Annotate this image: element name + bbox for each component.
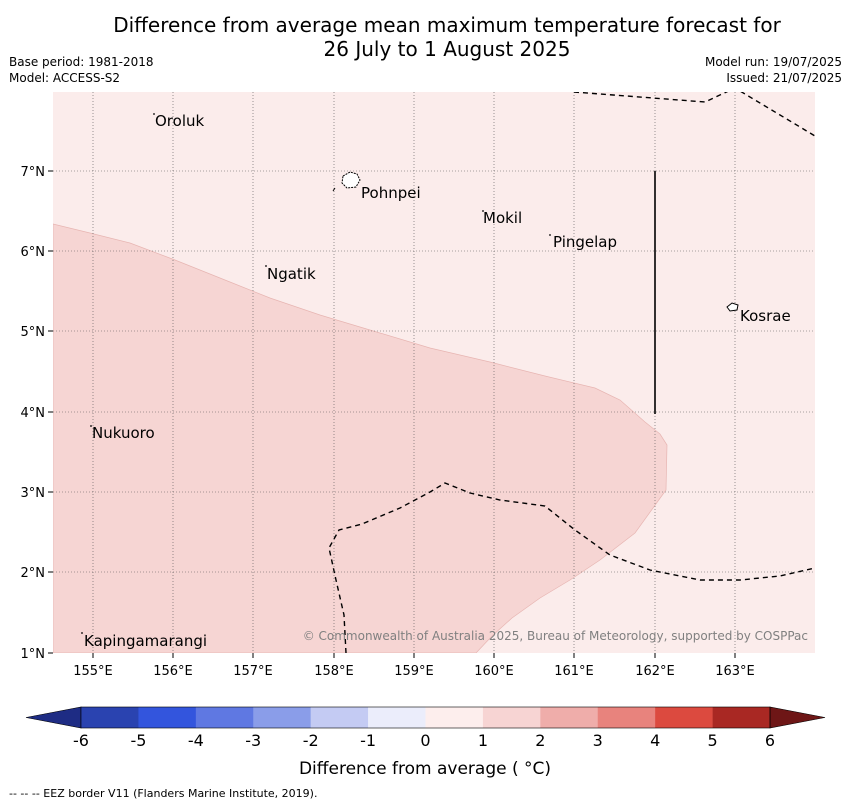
colorbar-segment [310, 707, 369, 728]
nukuoro-marker [90, 425, 92, 427]
colorbar-segment [655, 707, 713, 728]
x-tick-160: 160°E [474, 664, 514, 679]
colorbar-segment [712, 707, 771, 728]
colorbar-tick: -2 [303, 731, 319, 750]
model-run: Model run: 19/07/2025 [704, 55, 842, 69]
place-label-kosrae: Kosrae [740, 307, 791, 325]
place-label-kapingamarangi: Kapingamarangi [84, 632, 207, 650]
kapingamarangi-marker [81, 632, 83, 634]
y-tick-5n: 5°N [21, 325, 46, 340]
colorbar-tick-labels: -6 -5 -4 -3 -2 -1 0 1 2 3 4 5 6 [73, 731, 775, 750]
colorbar-tick: -5 [130, 731, 146, 750]
x-tick-161: 161°E [554, 664, 594, 679]
atoll-markers [81, 113, 551, 634]
pohnpei-island [341, 171, 361, 189]
colorbar [25, 706, 826, 729]
colorbar-tick: 5 [707, 731, 717, 750]
meta-left: Base period: 1981-2018 Model: ACCESS-S2 [9, 54, 154, 86]
colorbar-tick: -1 [360, 731, 376, 750]
place-label-pingelap: Pingelap [553, 233, 617, 251]
colorbar-tick: 1 [478, 731, 488, 750]
map-title: Difference from average mean maximum tem… [0, 13, 850, 61]
eez-border-south [328, 482, 815, 653]
copyright-text: © Commonwealth of Australia 2025, Bureau… [303, 629, 808, 643]
ant-atoll [332, 187, 336, 192]
y-tick-6n: 6°N [21, 245, 46, 260]
colorbar-segment [540, 707, 599, 728]
footnote: -- -- -- EEZ border V11 (Flanders Marine… [9, 787, 317, 800]
colorbar-segment [195, 707, 254, 728]
y-tick-4n: 4°N [21, 406, 46, 421]
colorbar-segment [81, 707, 139, 728]
mokil-marker [482, 210, 484, 212]
colorbar-segment [368, 707, 426, 728]
title-line-1: Difference from average mean maximum tem… [113, 13, 781, 37]
colorbar-tick: 3 [593, 731, 603, 750]
place-label-pohnpei: Pohnpei [361, 184, 421, 202]
colorbar-extend-low [25, 706, 82, 729]
x-tick-163: 163°E [715, 664, 755, 679]
place-label-oroluk: Oroluk [155, 112, 204, 130]
model-name: Model: ACCESS-S2 [9, 71, 121, 85]
x-axis-labels: 155°E 156°E 157°E 158°E 159°E 160°E 161°… [73, 664, 755, 679]
x-tick-157: 157°E [233, 664, 273, 679]
y-tick-2n: 2°N [21, 566, 46, 581]
colorbar-tick: 2 [535, 731, 545, 750]
title-line-2: 26 July to 1 August 2025 [323, 37, 571, 61]
y-tick-1n: 1°N [21, 647, 46, 662]
y-axis-labels: 7°N 6°N 5°N 4°N 3°N 2°N 1°N [21, 165, 46, 662]
x-tick-156: 156°E [153, 664, 193, 679]
x-tick-162: 162°E [635, 664, 675, 679]
axis-ticks [48, 170, 736, 658]
colorbar-label: Difference from average ( °C) [299, 759, 551, 779]
colorbar-border [80, 706, 771, 729]
colorbar-tick: 6 [765, 731, 775, 750]
colorbar-segment [138, 707, 197, 728]
colorbar-tick: -6 [73, 731, 89, 750]
x-tick-155: 155°E [73, 664, 113, 679]
place-label-mokil: Mokil [483, 209, 522, 227]
pingelap-marker [549, 234, 551, 236]
colorbar-extend-high [769, 706, 826, 729]
colorbar-segment [597, 707, 656, 728]
issued-date: Issued: 21/07/2025 [726, 71, 842, 85]
colorbar-segment [253, 707, 311, 728]
eez-borders [328, 92, 815, 653]
oroluk-marker [153, 113, 155, 115]
map-area: Oroluk Pohnpei Mokil Pingelap Ngatik Kos… [53, 92, 815, 653]
colorbar-tick: -4 [188, 731, 204, 750]
gridlines [53, 92, 815, 653]
ngatik-marker [265, 265, 267, 267]
place-label-ngatik: Ngatik [267, 265, 316, 283]
x-tick-159: 159°E [394, 664, 434, 679]
colorbar-tick: -3 [245, 731, 261, 750]
colorbar-tick: 4 [650, 731, 660, 750]
kosrae-island [726, 302, 739, 312]
y-tick-3n: 3°N [21, 486, 46, 501]
x-tick-158: 158°E [314, 664, 354, 679]
y-tick-7n: 7°N [21, 165, 46, 180]
eez-border-north [573, 92, 815, 137]
colorbar-segment [482, 707, 541, 728]
base-period: Base period: 1981-2018 [9, 55, 154, 69]
colorbar-tick: 0 [420, 731, 430, 750]
meta-right: Model run: 19/07/2025 Issued: 21/07/2025 [705, 54, 842, 86]
place-label-nukuoro: Nukuoro [92, 424, 155, 442]
colorbar-segment [425, 707, 484, 728]
